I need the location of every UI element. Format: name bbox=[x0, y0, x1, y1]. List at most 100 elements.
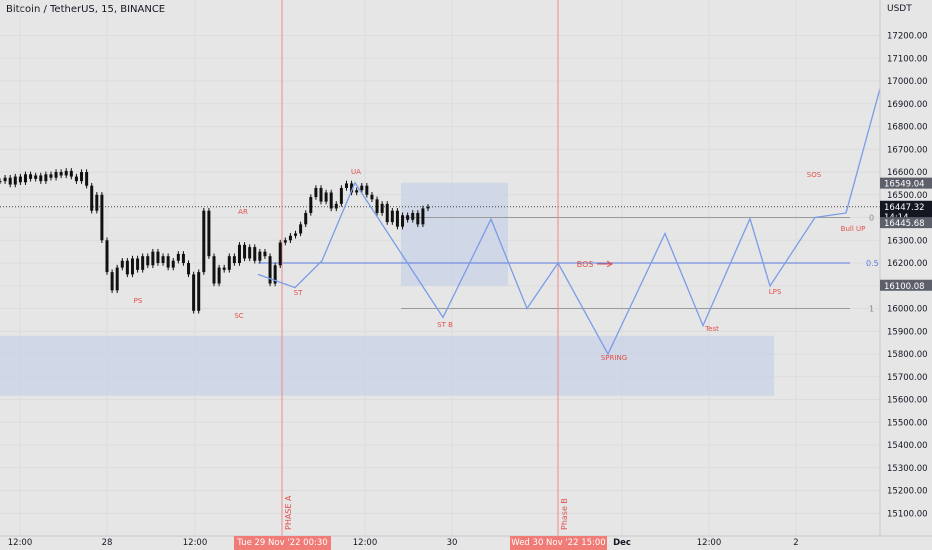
candle-body bbox=[385, 203, 389, 223]
price-tag-label: 16445.68 bbox=[884, 219, 925, 229]
price-tick-label: 16900.00 bbox=[887, 100, 928, 110]
candle-body bbox=[151, 251, 155, 266]
candle-body bbox=[426, 206, 430, 209]
candle-body bbox=[319, 187, 323, 202]
candle-body bbox=[329, 192, 333, 209]
candle-body bbox=[197, 272, 201, 311]
candle-body bbox=[39, 175, 43, 182]
candle-body bbox=[187, 263, 191, 275]
candle-body bbox=[263, 251, 267, 257]
phase-label: Phase B bbox=[560, 498, 569, 530]
candle-body bbox=[181, 253, 185, 264]
date-tag-label: Wed 30 Nov '22 15:00 bbox=[511, 538, 605, 548]
candle-body bbox=[49, 174, 53, 178]
candle-body bbox=[324, 192, 328, 202]
price-tick-label: 15600.00 bbox=[887, 396, 928, 406]
candle-body bbox=[44, 174, 48, 182]
candle-body bbox=[339, 187, 343, 204]
candle-body bbox=[411, 212, 415, 220]
price-tag-bg bbox=[880, 217, 932, 229]
candle-body bbox=[34, 175, 38, 179]
candle-body bbox=[370, 194, 374, 200]
candle-body bbox=[120, 260, 124, 268]
time-axis[interactable]: 12:00 28 12:00 12:00 30 Dec 12:00 2 Tue 29 Nov '… bbox=[0, 535, 932, 550]
candle-body bbox=[253, 247, 257, 261]
candle-body bbox=[8, 177, 12, 185]
price-tick-label: 16800.00 bbox=[887, 123, 928, 133]
time-tick-label: 2 bbox=[793, 538, 798, 548]
date-tag-bg bbox=[234, 536, 331, 550]
price-tick-label: 16500.00 bbox=[887, 191, 928, 201]
candle-body bbox=[80, 172, 84, 182]
candle-body bbox=[314, 187, 318, 198]
candle-body bbox=[243, 244, 247, 259]
candle-body bbox=[232, 256, 236, 264]
zone-range-box bbox=[401, 182, 508, 286]
price-axis[interactable]: 15100.00 15200.00 15300.00 15400.00 15500.00… bbox=[879, 0, 928, 536]
currency-label: USDT bbox=[887, 4, 912, 14]
price-tick-label: 15200.00 bbox=[887, 487, 928, 497]
date-tag-bg bbox=[510, 536, 607, 550]
candle-body bbox=[202, 210, 206, 273]
price-tag-label: 16100.08 bbox=[884, 282, 925, 292]
time-tick-label: Dec bbox=[613, 538, 631, 548]
time-tick-label: 30 bbox=[447, 538, 458, 548]
price-tick-label: 15500.00 bbox=[887, 418, 928, 428]
candle-body bbox=[192, 274, 196, 311]
candle-body bbox=[130, 258, 134, 275]
label-ps: PS bbox=[134, 297, 143, 305]
price-tag-bg bbox=[880, 279, 932, 291]
candle-body bbox=[288, 235, 292, 241]
candles bbox=[0, 168, 430, 314]
label-sc: SC bbox=[234, 312, 243, 320]
candle-body bbox=[375, 199, 379, 213]
candle-body bbox=[237, 244, 241, 264]
candle-body bbox=[171, 260, 175, 268]
price-tick-label: 15900.00 bbox=[887, 327, 928, 337]
candle-body bbox=[110, 272, 114, 291]
price-tag-label: 16549.04 bbox=[884, 180, 925, 190]
candle-body bbox=[273, 265, 277, 284]
time-axis-bg bbox=[0, 536, 932, 550]
candle-body bbox=[146, 256, 150, 266]
candle-body bbox=[217, 267, 221, 284]
price-tick-label: 15700.00 bbox=[887, 373, 928, 383]
price-tick-label: 17100.00 bbox=[887, 54, 928, 64]
fib-level-label: 0.5 bbox=[866, 259, 879, 268]
price-tick-label: 16300.00 bbox=[887, 236, 928, 246]
candle-body bbox=[309, 197, 313, 213]
label-st-b: ST B bbox=[437, 321, 453, 329]
candle-body bbox=[23, 174, 27, 183]
time-tick-label: 12:00 bbox=[353, 538, 378, 548]
price-tick-label: 15300.00 bbox=[887, 464, 928, 474]
candle-body bbox=[365, 185, 369, 195]
candle-body bbox=[395, 210, 399, 227]
candle-body bbox=[115, 267, 119, 291]
candle-body bbox=[350, 183, 354, 193]
candle-body bbox=[390, 210, 394, 223]
time-tick-label: 28 bbox=[102, 538, 113, 548]
candle-body bbox=[334, 203, 338, 209]
candle-body bbox=[380, 203, 384, 213]
candle-body bbox=[125, 260, 129, 275]
price-tick-label: 16200.00 bbox=[887, 259, 928, 269]
candle-body bbox=[59, 172, 63, 176]
label-lps: LPS bbox=[769, 288, 782, 296]
label-bull-up: Bull UP bbox=[841, 225, 866, 233]
candle-body bbox=[222, 267, 226, 270]
phase-lines bbox=[281, 0, 559, 536]
candle-body bbox=[18, 176, 22, 183]
candle-body bbox=[421, 208, 425, 225]
candle-body bbox=[95, 194, 99, 211]
candle-body bbox=[360, 185, 364, 191]
price-tag-label: 16447.32 bbox=[884, 203, 925, 213]
candle-body bbox=[176, 253, 180, 261]
price-tick-label: 16600.00 bbox=[887, 168, 928, 178]
label-ua: UA bbox=[351, 168, 361, 176]
candle-body bbox=[74, 176, 78, 182]
price-tick-label: 17200.00 bbox=[887, 32, 928, 42]
bos-arrow-head bbox=[606, 260, 613, 268]
candle-body bbox=[294, 233, 298, 236]
